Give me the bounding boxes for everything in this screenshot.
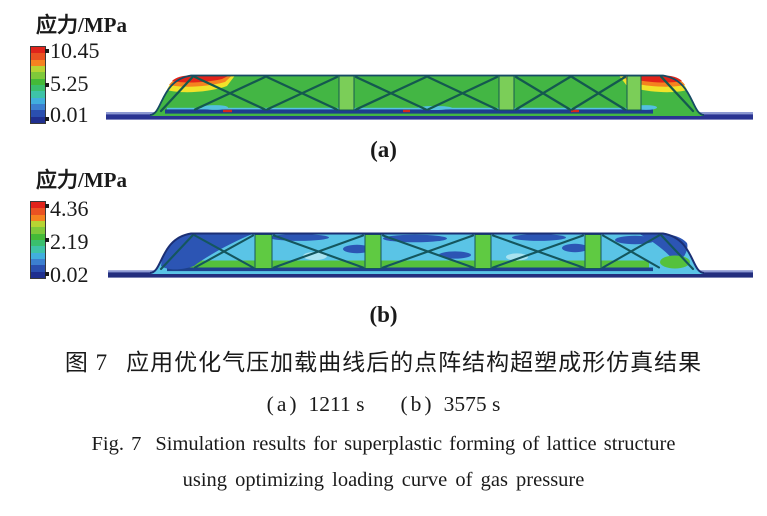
subcaption-b-label: (b): [400, 392, 435, 416]
subcaption-a-label: (a): [266, 392, 300, 416]
simulation-contour-a: [106, 74, 753, 120]
lowspot-blobs-b: [161, 233, 688, 270]
colorbar-b-min-label: 0.02: [50, 262, 89, 287]
colorbar-a-max-label: 10.45: [50, 38, 100, 63]
colorbar-a-tick-min: [45, 117, 49, 121]
stress-unit-label-a: 应力/MPa: [36, 13, 127, 37]
core-posts-a: [338, 75, 642, 111]
panel-a-label: (a): [370, 137, 397, 162]
figure-number-en: Fig. 7: [91, 433, 142, 455]
colorbar-b: [30, 201, 46, 279]
lattice-truss-a: [159, 75, 695, 113]
figure-caption-en-line1: Fig. 7 Simulation results for superplasti…: [0, 431, 767, 457]
simulation-contour-b: [108, 232, 753, 278]
colorbar-a-mid-label: 5.25: [50, 71, 89, 96]
stress-unit-label-b: 应力/MPa: [36, 168, 127, 192]
colorbar-b-tick-max: [45, 204, 49, 208]
colorbar-b-tick-mid: [45, 238, 49, 242]
figure-title-en: Simulation results for superplastic form…: [155, 433, 676, 455]
subcaption-a-time: 1211 s: [308, 392, 365, 416]
figure-caption-zh: 图 7 应用优化气压加载曲线后的点阵结构超塑成形仿真结果: [0, 349, 767, 377]
figure-title-zh: 应用优化气压加载曲线后的点阵结构超塑成形仿真结果: [126, 350, 703, 375]
colorbar-b-mid-label: 2.19: [50, 229, 89, 254]
lattice-truss-b: [159, 233, 695, 271]
core-posts-b: [254, 234, 602, 269]
panel-b-label: (b): [369, 302, 398, 327]
colorbar-b-tick-min: [45, 272, 49, 276]
colorbar-b-max-label: 4.36: [50, 196, 89, 221]
colorbar-a-tick-mid: [45, 83, 49, 87]
subcaption-b-time: 3575 s: [443, 392, 501, 416]
figure-caption-en-line2: using optimizing loading curve of gas pr…: [182, 469, 585, 491]
figure-number-zh: 图 7: [64, 350, 109, 375]
colorbar-a: [30, 46, 46, 124]
figure-subcaption: (a) 1211 s (b) 3575 s: [0, 391, 767, 417]
colorbar-a-tick-max: [45, 49, 49, 53]
colorbar-a-min-label: 0.01: [50, 102, 89, 127]
